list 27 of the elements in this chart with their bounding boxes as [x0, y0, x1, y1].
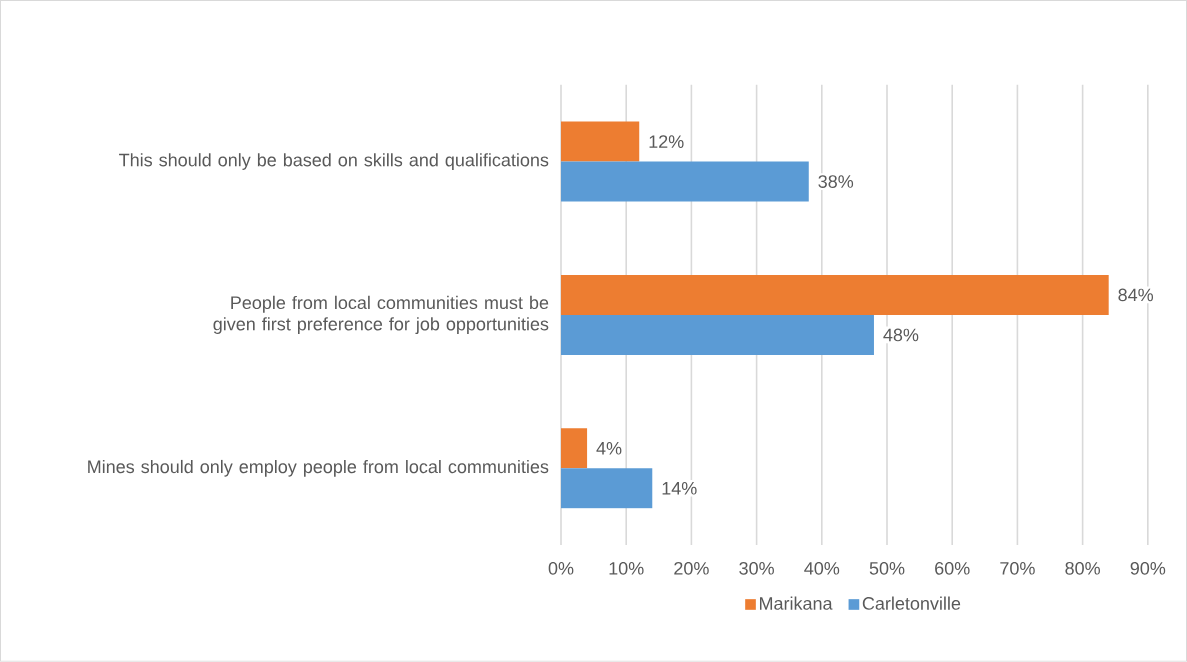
x-tick-label: 40%: [804, 562, 840, 575]
bar: [561, 428, 588, 469]
y-tick-label: People from local communities must be given first preference for job opportunities: [213, 295, 549, 335]
x-tick-label: 30%: [739, 562, 774, 575]
data-label: 14%: [662, 482, 697, 495]
x-tick-label: 70%: [1000, 562, 1035, 575]
bar: [561, 161, 809, 202]
data-label: 12%: [649, 135, 684, 148]
data-label: 4%: [596, 442, 622, 455]
y-tick-label: This should only be based on skills and qualifications: [119, 153, 549, 171]
x-tick-label: 60%: [935, 562, 970, 575]
legend-label: Carletonville: [862, 596, 961, 610]
x-tick-label: 10%: [609, 562, 644, 575]
legend-label: Marikana: [759, 596, 833, 610]
y-tick-label: Mines should only employ people from local communities: [88, 459, 549, 477]
bar: [561, 121, 640, 162]
data-label: 84%: [1118, 288, 1154, 302]
bar: [561, 468, 653, 509]
bar: [561, 314, 874, 355]
x-tick-label: 20%: [674, 562, 709, 575]
data-label: 38%: [818, 175, 854, 188]
data-label: 48%: [883, 328, 919, 342]
x-tick-label: 90%: [1130, 562, 1166, 575]
x-tick-label: 80%: [1065, 562, 1100, 575]
x-tick-label: 0%: [548, 562, 574, 575]
x-tick-label: 50%: [869, 562, 905, 575]
bar: [561, 274, 1109, 315]
